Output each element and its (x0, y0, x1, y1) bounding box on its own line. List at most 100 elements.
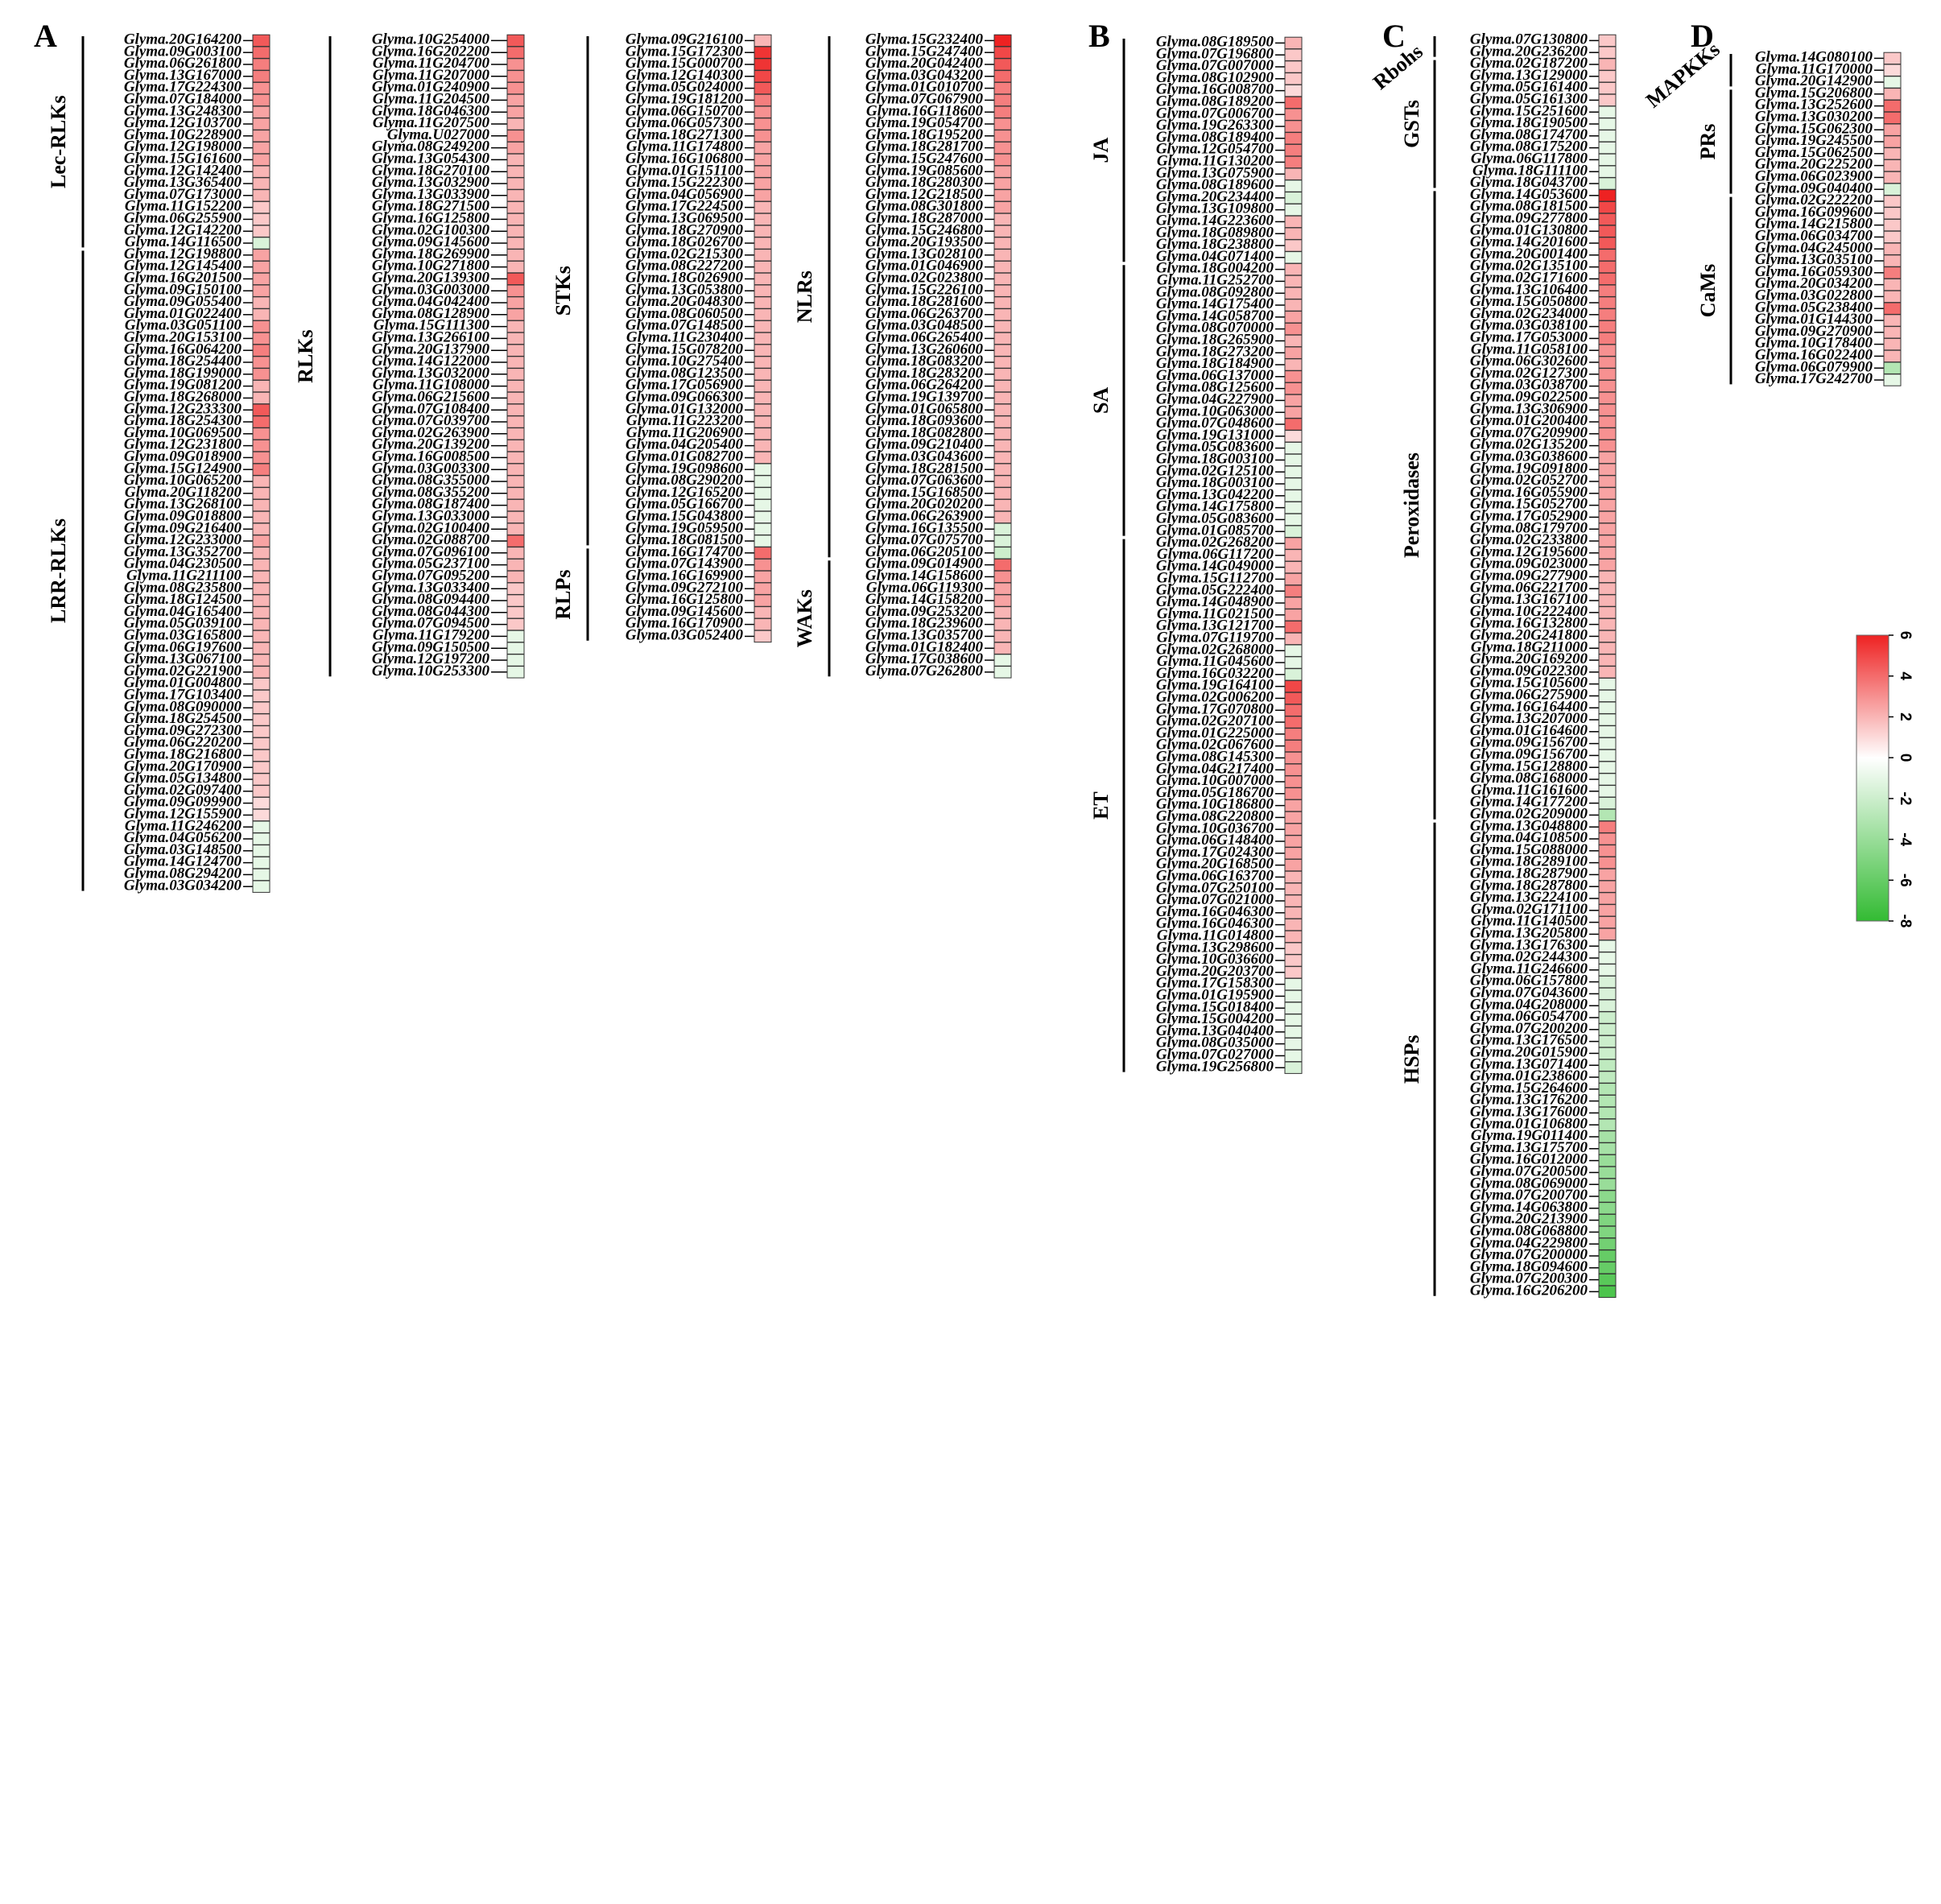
heatmap-cell (252, 130, 271, 142)
gene-label: Glyma.19G256800 (1156, 1058, 1274, 1075)
heatmap-cell (1598, 856, 1617, 869)
heatmap-cell (754, 582, 772, 595)
gene-label: Glyma.10G007000 (1156, 772, 1274, 789)
heatmap-cell (1598, 118, 1617, 130)
gene-label: Glyma.14G049000 (1156, 558, 1274, 575)
heatmap-cell (252, 118, 271, 130)
heatmap-cell (506, 379, 525, 393)
gene-label: Glyma.08G235800 (124, 579, 242, 596)
heatmap-cell (1598, 260, 1617, 274)
heatmap-cell (1883, 302, 1902, 315)
heatmap-cell (1284, 287, 1303, 299)
gene-label: Glyma.09G014900 (865, 556, 984, 572)
heatmap-cell (1284, 584, 1303, 597)
heatmap-cell (252, 642, 271, 655)
gene-label: Glyma.02G052700 (1470, 472, 1588, 489)
gene-label: Glyma.07G119700 (1157, 630, 1274, 646)
heatmap-cell (754, 165, 772, 178)
heatmap-cell (993, 58, 1012, 71)
gene-label: Glyma.19G054700 (865, 114, 984, 131)
gene-label: Glyma.09G150100 (124, 281, 242, 298)
gene-label: Glyma.15G088000 (1470, 841, 1588, 858)
heatmap-cell (1598, 451, 1617, 465)
gene-label: Glyma.01G200400 (1470, 412, 1588, 429)
heatmap-cell (252, 737, 271, 750)
heatmap-cell (993, 535, 1012, 547)
heatmap-cell (754, 475, 772, 488)
gene-label: Glyma.14G215800 (1755, 216, 1873, 233)
heatmap-cell (252, 320, 271, 333)
gene-label: Glyma.16G059300 (1755, 263, 1873, 280)
heatmap-cell (754, 594, 772, 607)
heatmap-cell (1284, 894, 1303, 907)
gene-label: Glyma.11G161600 (1471, 782, 1588, 799)
heatmap-cell (993, 320, 1012, 333)
gene-label: Glyma.18G190500 (1470, 114, 1588, 131)
gene-label: Glyma.07G200500 (1470, 1163, 1588, 1180)
heatmap-cell (506, 547, 525, 560)
heatmap-cell (1598, 880, 1617, 893)
heatmap-cell (754, 463, 772, 476)
heatmap-cell (1598, 761, 1617, 774)
gene-label: Glyma.03G148500 (124, 841, 242, 858)
gene-label: Glyma.12G197200 (372, 650, 490, 667)
heatmap-cell (1598, 308, 1617, 321)
group-label: CaMs (1696, 264, 1720, 317)
heatmap-cell (1883, 349, 1902, 363)
gene-label: Glyma.05G161400 (1470, 79, 1588, 96)
gene-label: Glyma.02G023800 (865, 270, 984, 287)
gene-label: Glyma.11G108000 (373, 377, 490, 394)
heatmap-cell (1284, 406, 1303, 419)
heatmap-cell (1883, 195, 1902, 208)
heatmap-cell (754, 570, 772, 584)
gene-label: Glyma.05G186700 (1156, 784, 1274, 801)
gene-label: Glyma.20G118200 (125, 484, 242, 501)
heatmap-cell (1284, 716, 1303, 729)
heatmap-cell (754, 368, 772, 381)
heatmap-cell (993, 606, 1012, 619)
gene-label: Glyma.06G057300 (626, 114, 744, 131)
gene-label: Glyma.08G168000 (1470, 770, 1588, 787)
gene-label: Glyma.02G125100 (1156, 462, 1274, 479)
heatmap-cell (993, 105, 1012, 118)
gene-label: Glyma.01G065800 (865, 400, 984, 417)
heatmap-cell (506, 260, 525, 274)
heatmap-cell (252, 296, 271, 309)
heatmap-cell (993, 558, 1012, 572)
gene-label: Glyma.10G254000 (372, 31, 490, 48)
heatmap-cell (506, 141, 525, 155)
heatmap-cell (754, 130, 772, 142)
heatmap-cell (506, 403, 525, 416)
heatmap-cell (1598, 594, 1617, 607)
heatmap-cell (1284, 1026, 1303, 1039)
gene-label: Glyma.18G081500 (626, 531, 744, 548)
gene-label: Glyma.16G174700 (626, 543, 744, 560)
heatmap-cell (1284, 1002, 1303, 1014)
heatmap-cell (1598, 1118, 1617, 1131)
gene-label: Glyma.05G083600 (1156, 439, 1274, 456)
gene-label: Glyma.11G207000 (373, 67, 490, 84)
gene-label: Glyma.07G200300 (1470, 1270, 1588, 1287)
heatmap-cell (993, 415, 1012, 428)
heatmap-cell (506, 332, 525, 345)
gene-label: Glyma.16G046300 (1156, 903, 1274, 920)
heatmap-cell (506, 225, 525, 237)
heatmap-cell (1284, 572, 1303, 586)
heatmap-cell (754, 237, 772, 250)
heatmap-cell (1284, 239, 1303, 252)
gene-label: Glyma.14G175400 (1156, 295, 1274, 312)
gene-label: Glyma.13G207000 (1470, 710, 1588, 727)
heatmap-cell (1883, 290, 1902, 304)
gene-label: Glyma.14G124700 (124, 853, 242, 870)
heatmap-cell (754, 118, 772, 130)
heatmap-cell (1284, 787, 1303, 800)
heatmap-cell (506, 296, 525, 309)
gene-label: Glyma.09G150500 (372, 638, 490, 655)
gene-label: Glyma.01G106800 (1470, 1115, 1588, 1132)
heatmap-cell (1284, 36, 1303, 50)
gene-label: Glyma.17G224500 (626, 198, 744, 215)
gene-label: Glyma.15G161600 (124, 151, 242, 167)
gene-label: Glyma.15G264600 (1470, 1080, 1588, 1097)
gene-label: Glyma.13G176200 (1470, 1092, 1588, 1109)
gene-label: Glyma.16G170900 (626, 615, 744, 632)
